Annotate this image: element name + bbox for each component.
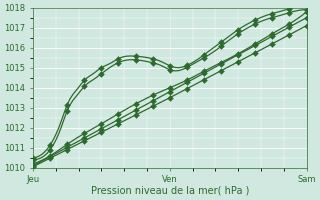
X-axis label: Pression niveau de la mer( hPa ): Pression niveau de la mer( hPa ) (91, 186, 249, 196)
